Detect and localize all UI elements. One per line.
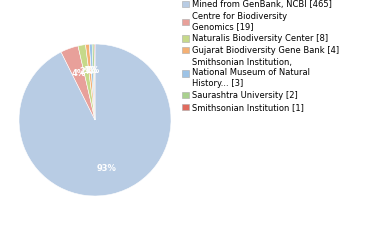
Wedge shape — [89, 44, 95, 120]
Text: 2%: 2% — [79, 67, 93, 76]
Wedge shape — [61, 46, 95, 120]
Wedge shape — [19, 44, 171, 196]
Wedge shape — [92, 44, 95, 120]
Wedge shape — [78, 45, 95, 120]
Wedge shape — [86, 44, 95, 120]
Legend: Mined from GenBank, NCBI [465], Centre for Biodiversity
Genomics [19], Naturalis: Mined from GenBank, NCBI [465], Centre f… — [182, 0, 339, 112]
Text: 4%: 4% — [71, 69, 86, 78]
Wedge shape — [94, 44, 95, 120]
Text: 93%: 93% — [97, 164, 116, 173]
Text: 1%: 1% — [83, 66, 97, 75]
Text: 1%: 1% — [85, 66, 99, 75]
